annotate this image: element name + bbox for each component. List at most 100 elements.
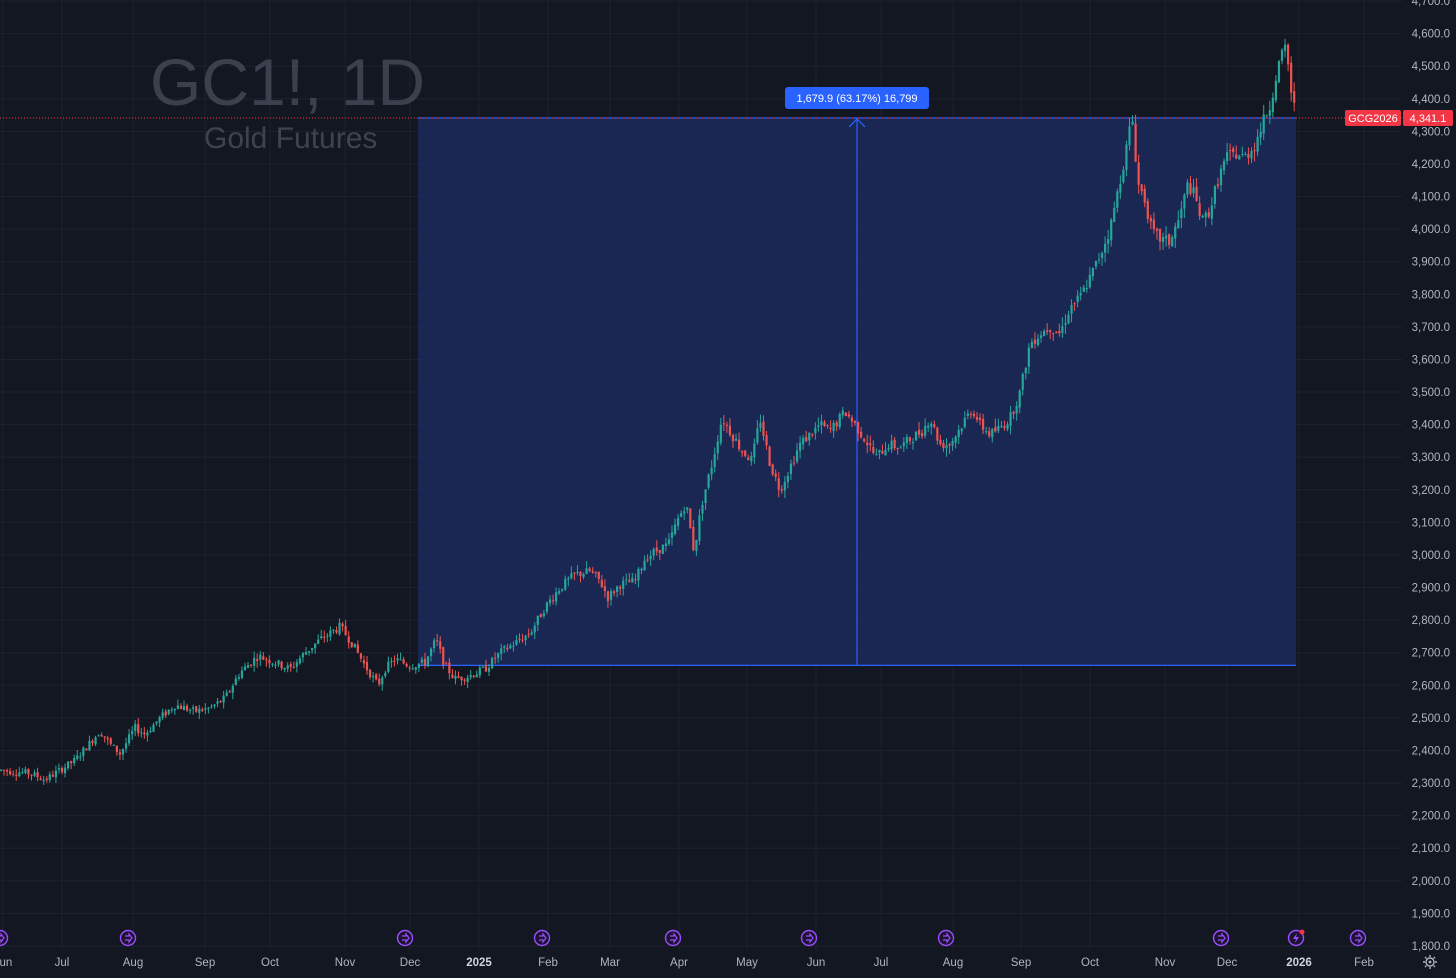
candle-body <box>872 447 875 453</box>
price-tags: GCG2026 4,341.1 <box>1345 110 1453 126</box>
candle-body <box>63 767 67 774</box>
price-range-measure[interactable]: 1,679.9 (63.17%) 16,799 <box>418 87 1296 666</box>
candle-body <box>295 662 298 667</box>
candle-body <box>625 579 628 581</box>
candle-body <box>1012 411 1015 414</box>
candle-body <box>274 664 277 666</box>
candle-body <box>893 439 896 448</box>
candle-body <box>332 629 335 631</box>
candle-body <box>780 489 783 491</box>
dividend-event-icon[interactable] <box>396 929 414 947</box>
candle-body <box>91 740 94 744</box>
candle-body <box>640 568 643 571</box>
candle-body <box>680 513 683 517</box>
candle-body <box>856 422 860 434</box>
dividend-event-icon[interactable] <box>800 929 818 947</box>
dividend-event-icon[interactable] <box>0 929 9 947</box>
candle-body <box>634 579 637 581</box>
time-tick-label: Jun <box>807 957 826 969</box>
dividend-event-icon[interactable] <box>1349 929 1367 947</box>
candle-body <box>1268 110 1271 116</box>
time-axis[interactable]: Jun Jul Aug Sep Oct Nov Dec 2025 Feb Mar Apr May Jun… <box>0 957 1374 969</box>
candle-body <box>405 663 408 667</box>
candle-body <box>744 450 747 457</box>
dividend-event-icon[interactable] <box>119 929 137 947</box>
candle-body <box>329 630 332 637</box>
price-tick-label: 2,500.0 <box>1412 713 1450 725</box>
candle-body <box>1283 44 1287 51</box>
candle-body <box>149 730 152 733</box>
flash-event-icon[interactable] <box>1287 929 1305 947</box>
candle-body <box>616 586 619 592</box>
candle-body <box>704 489 707 503</box>
time-tick-label: Mar <box>600 957 620 969</box>
candle-body <box>21 772 24 774</box>
candle-body <box>612 591 616 594</box>
price-tick-label: 2,800.0 <box>1412 615 1450 627</box>
candle-body <box>1024 368 1027 374</box>
dividend-event-icon[interactable] <box>937 929 955 947</box>
time-tick-label: Nov <box>1155 957 1176 969</box>
candle-body <box>750 456 753 462</box>
dividend-event-icon[interactable] <box>1212 929 1230 947</box>
candle-body <box>198 708 201 713</box>
candle-body <box>762 421 765 436</box>
candle-body <box>207 707 210 709</box>
candle-body <box>921 433 924 437</box>
candle-body <box>33 772 36 776</box>
candle-body <box>600 580 603 588</box>
price-tick-label: 3,800.0 <box>1412 289 1450 301</box>
candle-body <box>853 421 857 423</box>
candle-body <box>439 641 442 649</box>
candle-body <box>115 745 118 753</box>
candle-body <box>182 705 186 711</box>
candle-body <box>112 744 115 746</box>
candle-body <box>179 705 183 709</box>
candle-body <box>542 613 545 617</box>
candle-body <box>631 577 634 583</box>
candle-body <box>60 767 64 773</box>
candle-body <box>734 438 738 441</box>
price-tick-label: 4,100.0 <box>1412 192 1450 204</box>
candle-body <box>45 778 48 780</box>
candle-body <box>494 657 497 659</box>
candle-body <box>1244 154 1247 156</box>
candle-body <box>585 568 588 574</box>
price-axis[interactable]: 1,800.0 1,900.0 2,000.0 2,100.0 2,200.0 2,300… <box>1412 0 1450 953</box>
price-tick-label: 3,500.0 <box>1412 387 1450 399</box>
dividend-event-icon[interactable] <box>533 929 551 947</box>
candle-body <box>774 473 777 477</box>
candle-body <box>670 532 674 538</box>
candle-body <box>372 675 375 678</box>
candle-body <box>484 665 488 672</box>
candle-body <box>512 645 515 647</box>
candle-body <box>795 450 799 462</box>
candle-body <box>167 709 170 715</box>
event-markers[interactable] <box>0 929 1367 947</box>
candle-body <box>905 437 908 443</box>
candle-body <box>1088 274 1091 288</box>
candle-body <box>972 413 976 417</box>
candle-body <box>878 449 881 453</box>
candle-body <box>85 748 88 751</box>
candle-body <box>548 599 552 603</box>
candle-body <box>384 672 387 677</box>
candle-body <box>844 412 847 416</box>
candle-body <box>1247 153 1250 158</box>
candle-body <box>365 661 369 671</box>
price-tick-label: 3,200.0 <box>1412 485 1450 497</box>
price-tick-label: 3,000.0 <box>1412 550 1450 562</box>
dividend-event-icon[interactable] <box>664 929 682 947</box>
candle-body <box>802 437 805 445</box>
candle-body <box>1140 184 1143 192</box>
time-tick-label: 2026 <box>1286 957 1312 969</box>
candle-body <box>146 732 149 736</box>
candle-body <box>170 709 173 711</box>
candle-body <box>497 653 500 658</box>
time-tick-label: Nov <box>335 957 356 969</box>
candle-body <box>561 588 564 591</box>
gear-icon[interactable] <box>1423 955 1437 969</box>
candle-body <box>515 639 518 645</box>
candle-body <box>48 774 51 781</box>
